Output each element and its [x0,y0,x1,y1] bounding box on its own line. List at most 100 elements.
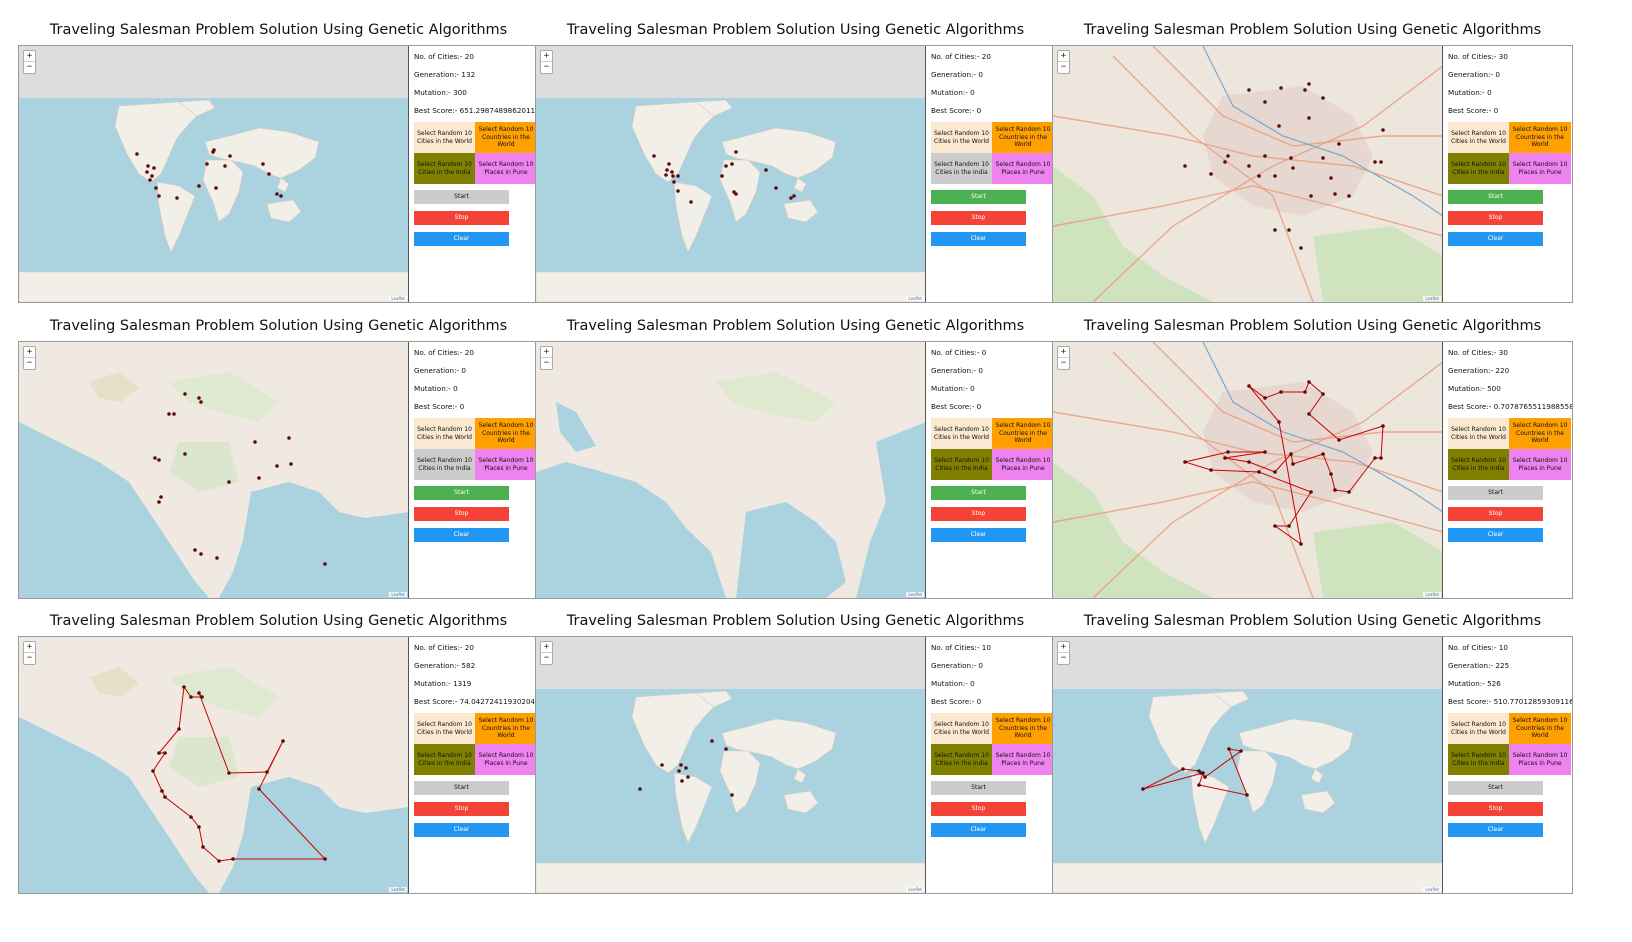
map-view[interactable]: + − Leaflet [536,342,926,598]
stop-button[interactable]: Stop [1448,507,1543,521]
zoom-out-button[interactable]: − [1060,358,1067,368]
random-countries-world-button[interactable]: Select Random 10 Countries in the World [992,122,1054,153]
start-button[interactable]: Start [931,190,1026,204]
map-attribution[interactable]: Leaflet [389,296,407,301]
zoom-out-button[interactable]: − [26,62,33,72]
zoom-in-button[interactable]: + [1058,347,1069,358]
stop-button[interactable]: Stop [1448,802,1543,816]
start-button[interactable]: Start [414,486,509,500]
zoom-out-button[interactable]: − [26,358,33,368]
start-button[interactable]: Start [414,190,509,204]
random-countries-world-button[interactable]: Select Random 10 Countries in the World [475,122,537,153]
mutation-value: 0 [970,679,975,688]
random-cities-india-button[interactable]: Select Random 10 Cities in the India [1448,744,1509,775]
random-cities-world-button[interactable]: Select Random 10 Cities in the World [1448,122,1509,153]
start-button[interactable]: Start [1448,190,1543,204]
zoom-in-button[interactable]: + [1058,51,1069,62]
zoom-in-button[interactable]: + [24,51,35,62]
random-countries-world-button[interactable]: Select Random 10 Countries in the World [1509,122,1571,153]
stop-button[interactable]: Stop [414,211,509,225]
random-cities-india-button[interactable]: Select Random 10 Cities in the India [414,153,475,184]
stop-button[interactable]: Stop [414,507,509,521]
random-countries-world-button[interactable]: Select Random 10 Countries in the World [1509,418,1571,449]
random-cities-india-button[interactable]: Select Random 10 Cities in the India [1448,153,1509,184]
random-cities-india-button[interactable]: Select Random 10 Cities in the India [931,744,992,775]
random-countries-world-button[interactable]: Select Random 10 Countries in the World [992,418,1054,449]
random-cities-india-button[interactable]: Select Random 10 Cities in the India [414,449,475,480]
map-attribution[interactable]: Leaflet [389,887,407,892]
stop-button[interactable]: Stop [1448,211,1543,225]
random-cities-india-button[interactable]: Select Random 10 Cities in the India [931,153,992,184]
random-places-pune-button[interactable]: Select Random 10 Places in Pune [1509,153,1571,184]
map-view[interactable]: + − Leaflet [1053,46,1443,302]
zoom-out-button[interactable]: − [1060,653,1067,663]
map-view[interactable]: + − Leaflet [1053,342,1443,598]
random-places-pune-button[interactable]: Select Random 10 Places in Pune [1509,744,1571,775]
map-attribution[interactable]: Leaflet [906,592,924,597]
clear-button[interactable]: Clear [414,528,509,542]
random-cities-world-button[interactable]: Select Random 10 Cities in the World [414,122,475,153]
map-view[interactable]: + − Leaflet [19,342,409,598]
random-cities-world-button[interactable]: Select Random 10 Cities in the World [931,713,992,744]
zoom-out-button[interactable]: − [543,653,550,663]
clear-button[interactable]: Clear [931,232,1026,246]
start-button[interactable]: Start [931,486,1026,500]
zoom-out-button[interactable]: − [1060,62,1067,72]
random-places-pune-button[interactable]: Select Random 10 Places in Pune [475,153,537,184]
stop-button[interactable]: Stop [931,802,1026,816]
random-cities-world-button[interactable]: Select Random 10 Cities in the World [931,122,992,153]
zoom-in-button[interactable]: + [24,642,35,653]
random-cities-world-button[interactable]: Select Random 10 Cities in the World [1448,418,1509,449]
map-view[interactable]: + − Leaflet [536,637,926,893]
random-countries-world-button[interactable]: Select Random 10 Countries in the World [475,418,537,449]
random-cities-world-button[interactable]: Select Random 10 Cities in the World [931,418,992,449]
random-places-pune-button[interactable]: Select Random 10 Places in Pune [475,744,537,775]
map-view[interactable]: + − Leaflet [1053,637,1443,893]
start-button[interactable]: Start [1448,781,1543,795]
map-attribution[interactable]: Leaflet [389,592,407,597]
start-button[interactable]: Start [414,781,509,795]
zoom-in-button[interactable]: + [541,642,552,653]
stop-button[interactable]: Stop [414,802,509,816]
clear-button[interactable]: Clear [1448,528,1543,542]
map-attribution[interactable]: Leaflet [1423,296,1441,301]
clear-button[interactable]: Clear [931,823,1026,837]
random-countries-world-button[interactable]: Select Random 10 Countries in the World [992,713,1054,744]
random-cities-india-button[interactable]: Select Random 10 Cities in the India [1448,449,1509,480]
zoom-out-button[interactable]: − [26,653,33,663]
random-places-pune-button[interactable]: Select Random 10 Places in Pune [992,153,1054,184]
zoom-in-button[interactable]: + [541,347,552,358]
zoom-in-button[interactable]: + [541,51,552,62]
map-attribution[interactable]: Leaflet [1423,592,1441,597]
map-attribution[interactable]: Leaflet [1423,887,1441,892]
random-places-pune-button[interactable]: Select Random 10 Places in Pune [1509,449,1571,480]
random-places-pune-button[interactable]: Select Random 10 Places in Pune [992,449,1054,480]
random-cities-india-button[interactable]: Select Random 10 Cities in the India [414,744,475,775]
random-countries-world-button[interactable]: Select Random 10 Countries in the World [1509,713,1571,744]
random-cities-india-button[interactable]: Select Random 10 Cities in the India [931,449,992,480]
map-view[interactable]: + − Leaflet [536,46,926,302]
clear-button[interactable]: Clear [414,823,509,837]
clear-button[interactable]: Clear [931,528,1026,542]
clear-button[interactable]: Clear [1448,232,1543,246]
zoom-out-button[interactable]: − [543,358,550,368]
map-view[interactable]: + − Leaflet [19,637,409,893]
map-attribution[interactable]: Leaflet [906,887,924,892]
clear-button[interactable]: Clear [414,232,509,246]
random-places-pune-button[interactable]: Select Random 10 Places in Pune [475,449,537,480]
stop-button[interactable]: Stop [931,507,1026,521]
zoom-in-button[interactable]: + [24,347,35,358]
map-view[interactable]: + − Leaflet [19,46,409,302]
random-cities-world-button[interactable]: Select Random 10 Cities in the World [1448,713,1509,744]
start-button[interactable]: Start [931,781,1026,795]
random-cities-world-button[interactable]: Select Random 10 Cities in the World [414,713,475,744]
clear-button[interactable]: Clear [1448,823,1543,837]
stop-button[interactable]: Stop [931,211,1026,225]
zoom-in-button[interactable]: + [1058,642,1069,653]
start-button[interactable]: Start [1448,486,1543,500]
random-countries-world-button[interactable]: Select Random 10 Countries in the World [475,713,537,744]
random-cities-world-button[interactable]: Select Random 10 Cities in the World [414,418,475,449]
zoom-out-button[interactable]: − [543,62,550,72]
random-places-pune-button[interactable]: Select Random 10 Places in Pune [992,744,1054,775]
map-attribution[interactable]: Leaflet [906,296,924,301]
